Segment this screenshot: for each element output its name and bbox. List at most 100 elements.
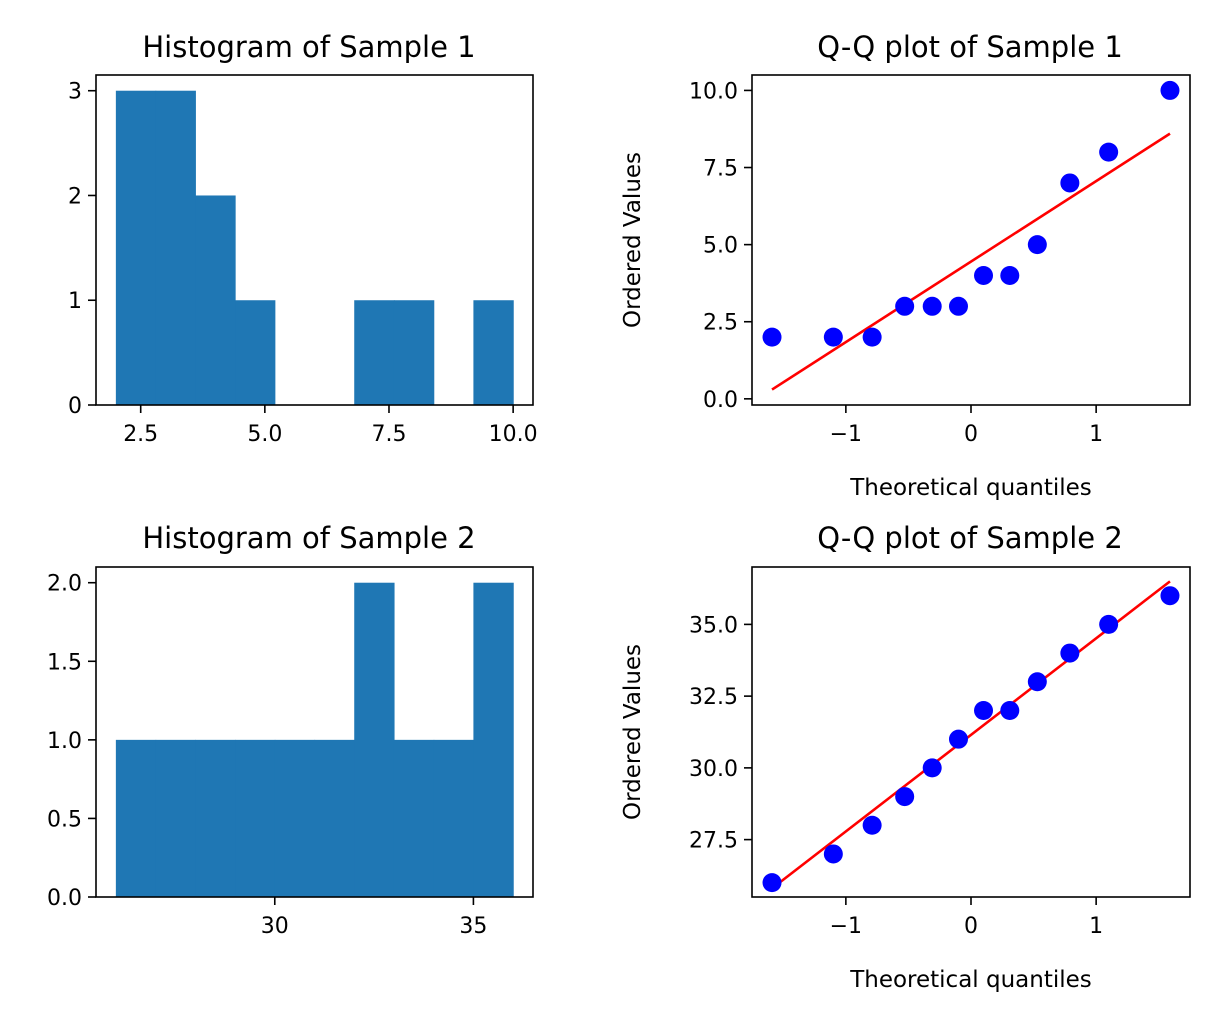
panel-qq2: Q-Q plot of Sample 2 −1 0 1 27.5 30.0 32.5 35… [620, 521, 1191, 993]
qq2-ylabel: Ordered Values [620, 644, 646, 820]
hist2-ytick-label: 2.0 [47, 572, 82, 597]
qq1-ytick-label: 10.0 [689, 79, 738, 104]
qq1-point [922, 296, 942, 316]
qq1-ytick-label: 7.5 [703, 157, 738, 182]
qq2-xlabel: Theoretical quantiles [849, 967, 1092, 993]
hist2-bar [155, 739, 196, 897]
qq1-xtick-label: 0 [964, 422, 978, 447]
qq1-point [762, 327, 782, 347]
hist2-bar [354, 582, 395, 897]
qq2-fit [771, 580, 1171, 890]
qq2-points [762, 586, 1180, 893]
hist1-ytick-label: 0 [68, 394, 82, 419]
qq1-point [895, 296, 915, 316]
hist1-xticks: 2.5 5.0 7.5 10.0 [123, 405, 538, 447]
qq2-ytick-label: 27.5 [689, 829, 738, 854]
qq1-ylabel: Ordered Values [620, 152, 646, 328]
hist1-bar [354, 300, 395, 405]
panel-qq1: Q-Q plot of Sample 1 −1 0 1 0.0 2.5 5.0 7.5 10… [620, 30, 1191, 501]
qq1-point [974, 265, 994, 285]
hist2-xtick-label: 30 [261, 914, 289, 939]
qq1-fit-line [771, 132, 1171, 391]
qq1-ytick-label: 2.5 [703, 311, 738, 336]
hist1-bar [195, 195, 236, 405]
hist1-xtick-label: 2.5 [123, 422, 158, 447]
hist1-bar [473, 300, 514, 405]
qq1-plot-frame [751, 74, 1191, 406]
hist2-bar [314, 739, 355, 897]
hist2-bar [393, 739, 435, 897]
qq1-point [1000, 265, 1020, 285]
hist2-ytick-label: 1.0 [47, 729, 82, 754]
hist1-xtick-label: 7.5 [371, 422, 406, 447]
qq2-plot-frame [751, 566, 1191, 898]
hist2-title: Histogram of Sample 2 [142, 521, 475, 555]
qq2-ytick-label: 30.0 [689, 757, 738, 782]
hist1-ytick-label: 2 [68, 184, 82, 209]
hist1-bar [115, 90, 157, 405]
qq2-point [974, 700, 994, 720]
qq1-xtick-label: 1 [1089, 422, 1103, 447]
qq2-point [1160, 586, 1180, 606]
hist2-bar [115, 739, 157, 897]
hist1-ytick-label: 1 [68, 289, 82, 314]
qq1-xtick-label: −1 [830, 422, 862, 447]
qq2-point [895, 787, 915, 807]
qq2-point [1000, 700, 1020, 720]
qq1-ytick-label: 0.0 [703, 388, 738, 413]
qq1-ytick-label: 5.0 [703, 234, 738, 259]
qq1-point [1027, 235, 1047, 255]
qq1-point [1160, 80, 1180, 100]
hist1-bar [155, 90, 196, 405]
qq1-title: Q-Q plot of Sample 1 [817, 30, 1123, 64]
qq2-point [948, 729, 968, 749]
hist2-bars [115, 582, 514, 897]
qq2-point [762, 873, 782, 893]
qq1-point [823, 327, 843, 347]
hist2-bar [473, 582, 514, 897]
qq2-point [862, 815, 882, 835]
panel-hist2: Histogram of Sample 2 30 35 0.0 0.5 1.0 1.5 2… [47, 521, 534, 939]
qq2-xtick-label: 0 [964, 914, 978, 939]
hist1-bars [115, 90, 514, 405]
qq1-xticks: −1 0 1 [830, 405, 1103, 447]
qq1-point [862, 327, 882, 347]
qq2-point [1099, 614, 1119, 634]
qq2-title: Q-Q plot of Sample 2 [817, 521, 1123, 555]
hist1-bar [393, 300, 435, 405]
hist2-bar [274, 739, 316, 897]
hist2-xtick-label: 35 [459, 914, 487, 939]
qq2-xtick-label: −1 [830, 914, 862, 939]
hist2-ytick-label: 0.5 [47, 807, 82, 832]
qq2-ytick-label: 35.0 [689, 613, 738, 638]
qq2-point [823, 844, 843, 864]
hist1-plot-frame [95, 74, 534, 406]
qq1-point [1060, 173, 1080, 193]
hist2-bar [235, 739, 276, 897]
qq2-point [1060, 643, 1080, 663]
qq2-yticks: 27.5 30.0 32.5 35.0 [689, 613, 752, 854]
hist1-title: Histogram of Sample 1 [142, 30, 475, 64]
qq1-yticks: 0.0 2.5 5.0 7.5 10.0 [689, 79, 752, 413]
hist2-yticks: 0.0 0.5 1.0 1.5 2.0 [47, 572, 96, 911]
qq1-point [1099, 142, 1119, 162]
hist1-xtick-label: 10.0 [489, 422, 538, 447]
qq1-xlabel: Theoretical quantiles [849, 475, 1092, 501]
qq2-fit-line [771, 580, 1171, 890]
hist2-ytick-label: 0.0 [47, 886, 82, 911]
hist1-bar [235, 300, 276, 405]
qq1-point [948, 296, 968, 316]
qq2-ytick-label: 32.5 [689, 685, 738, 710]
hist2-bar [433, 739, 475, 897]
qq1-fit [771, 132, 1171, 391]
panel-hist1: Histogram of Sample 1 2.5 5.0 7.5 10.0 0 1 2 3 [68, 30, 538, 447]
hist2-bar [195, 739, 236, 897]
hist1-xtick-label: 5.0 [247, 422, 282, 447]
hist2-ytick-label: 1.5 [47, 650, 82, 675]
qq2-point [922, 758, 942, 778]
qq2-xticks: −1 0 1 [830, 897, 1103, 939]
hist2-xticks: 30 35 [261, 897, 487, 939]
qq2-point [1027, 672, 1047, 692]
hist1-ytick-label: 3 [68, 80, 82, 105]
